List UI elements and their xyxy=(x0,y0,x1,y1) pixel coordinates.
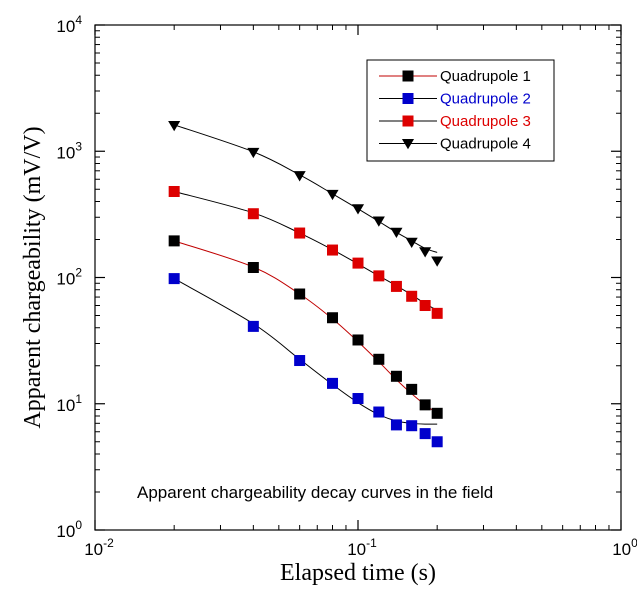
data-point-series-2 xyxy=(390,419,402,431)
data-point-series-1 xyxy=(352,334,364,346)
data-point-series-4 xyxy=(247,147,260,159)
data-point-series-3 xyxy=(373,270,385,282)
fit-curve-series-4 xyxy=(174,124,438,253)
x-tick-label: 100 xyxy=(612,536,637,559)
data-point-series-3 xyxy=(294,227,306,239)
data-point-series-1 xyxy=(168,235,180,247)
data-point-series-4 xyxy=(372,216,385,227)
data-point-series-3 xyxy=(431,307,443,319)
y-tick-label-base: 10 xyxy=(56,17,75,36)
x-tick-label-exponent: -1 xyxy=(366,536,377,550)
y-tick-label-exponent: 0 xyxy=(75,518,82,532)
data-point-series-2 xyxy=(327,377,339,389)
data-point-series-1 xyxy=(247,262,259,274)
legend: Quadrupole 1 Quadrupole 2 Quadrupole 3 Quad… xyxy=(366,59,555,162)
legend-marker-series-2 xyxy=(402,93,414,104)
y-tick-label-exponent: 2 xyxy=(75,266,82,280)
data-point-series-3 xyxy=(168,185,180,197)
data-point-series-1 xyxy=(390,370,402,382)
data-point-series-2 xyxy=(431,436,443,448)
y-tick-label: 103 xyxy=(56,139,82,162)
data-point-series-3 xyxy=(419,300,431,312)
data-point-series-3 xyxy=(406,290,418,302)
data-point-series-1 xyxy=(406,383,418,395)
data-point-series-4 xyxy=(419,247,432,258)
fit-curve-series-2 xyxy=(173,278,438,425)
y-tick-label-base: 10 xyxy=(56,270,75,289)
data-point-series-2 xyxy=(373,406,385,418)
x-tick-label-exponent: 0 xyxy=(631,536,637,550)
data-point-series-1 xyxy=(431,407,443,419)
legend-marker-series-3 xyxy=(402,115,414,127)
data-point-series-3 xyxy=(247,208,259,220)
data-point-series-2 xyxy=(406,420,418,432)
y-tick-label-base: 10 xyxy=(56,522,75,541)
y-tick-label-exponent: 1 xyxy=(75,392,82,406)
x-axis-title: Elapsed time (s) xyxy=(280,560,436,586)
chart-annotation: Apparent chargeability decay curves in t… xyxy=(137,483,493,502)
legend-label-series-3: Quadrupole 3 xyxy=(440,113,531,130)
y-tick-label-exponent: 4 xyxy=(75,13,82,27)
fit-curves-layer xyxy=(173,124,438,425)
data-point-series-3 xyxy=(327,244,339,256)
legend-label-series-2: Quadrupole 2 xyxy=(440,91,531,108)
data-point-series-4 xyxy=(390,227,403,239)
data-point-series-2 xyxy=(352,393,364,405)
x-tick-label-base: 10 xyxy=(347,540,366,559)
x-tick-label-exponent: -2 xyxy=(103,536,114,550)
data-point-series-2 xyxy=(294,355,306,367)
legend-label-series-4: Quadrupole 4 xyxy=(440,136,531,153)
x-tick-label-base: 10 xyxy=(612,540,631,559)
legend-marker-series-4 xyxy=(401,138,415,150)
x-tick-label: 10-1 xyxy=(347,536,377,559)
data-point-series-1 xyxy=(294,288,306,300)
data-point-series-4 xyxy=(293,171,306,182)
data-point-series-4 xyxy=(431,256,444,267)
data-point-series-4 xyxy=(351,204,365,215)
data-point-series-3 xyxy=(352,257,364,269)
data-point-series-4 xyxy=(405,237,418,249)
data-point-series-1 xyxy=(373,353,385,365)
y-tick-label-exponent: 3 xyxy=(75,139,82,153)
fit-curve-series-1 xyxy=(174,240,438,414)
data-point-series-2 xyxy=(168,273,180,285)
x-tick-label: 10-2 xyxy=(84,536,114,559)
legend-label-series-1: Quadrupole 1 xyxy=(440,68,531,85)
axis-ticks-layer xyxy=(94,24,622,531)
legend-box xyxy=(366,59,555,162)
fit-curve-series-3 xyxy=(174,191,438,311)
y-axis-title: Apparent chargeability (mV/V) xyxy=(20,126,46,428)
data-point-series-1 xyxy=(419,399,431,411)
data-point-series-4 xyxy=(168,120,181,132)
x-tick-label-base: 10 xyxy=(84,540,103,559)
data-points-layer xyxy=(168,120,444,448)
y-tick-label: 102 xyxy=(56,266,82,289)
y-tick-label-base: 10 xyxy=(56,396,75,415)
data-point-series-4 xyxy=(326,189,339,201)
y-tick-label: 104 xyxy=(56,13,82,36)
data-point-series-3 xyxy=(390,280,402,292)
data-point-series-2 xyxy=(247,320,259,332)
y-tick-label: 100 xyxy=(56,518,82,541)
y-tick-label-base: 10 xyxy=(56,143,75,162)
data-point-series-1 xyxy=(327,312,339,324)
data-point-series-2 xyxy=(419,428,431,440)
y-tick-label: 101 xyxy=(56,392,82,415)
legend-marker-series-1 xyxy=(402,70,414,82)
